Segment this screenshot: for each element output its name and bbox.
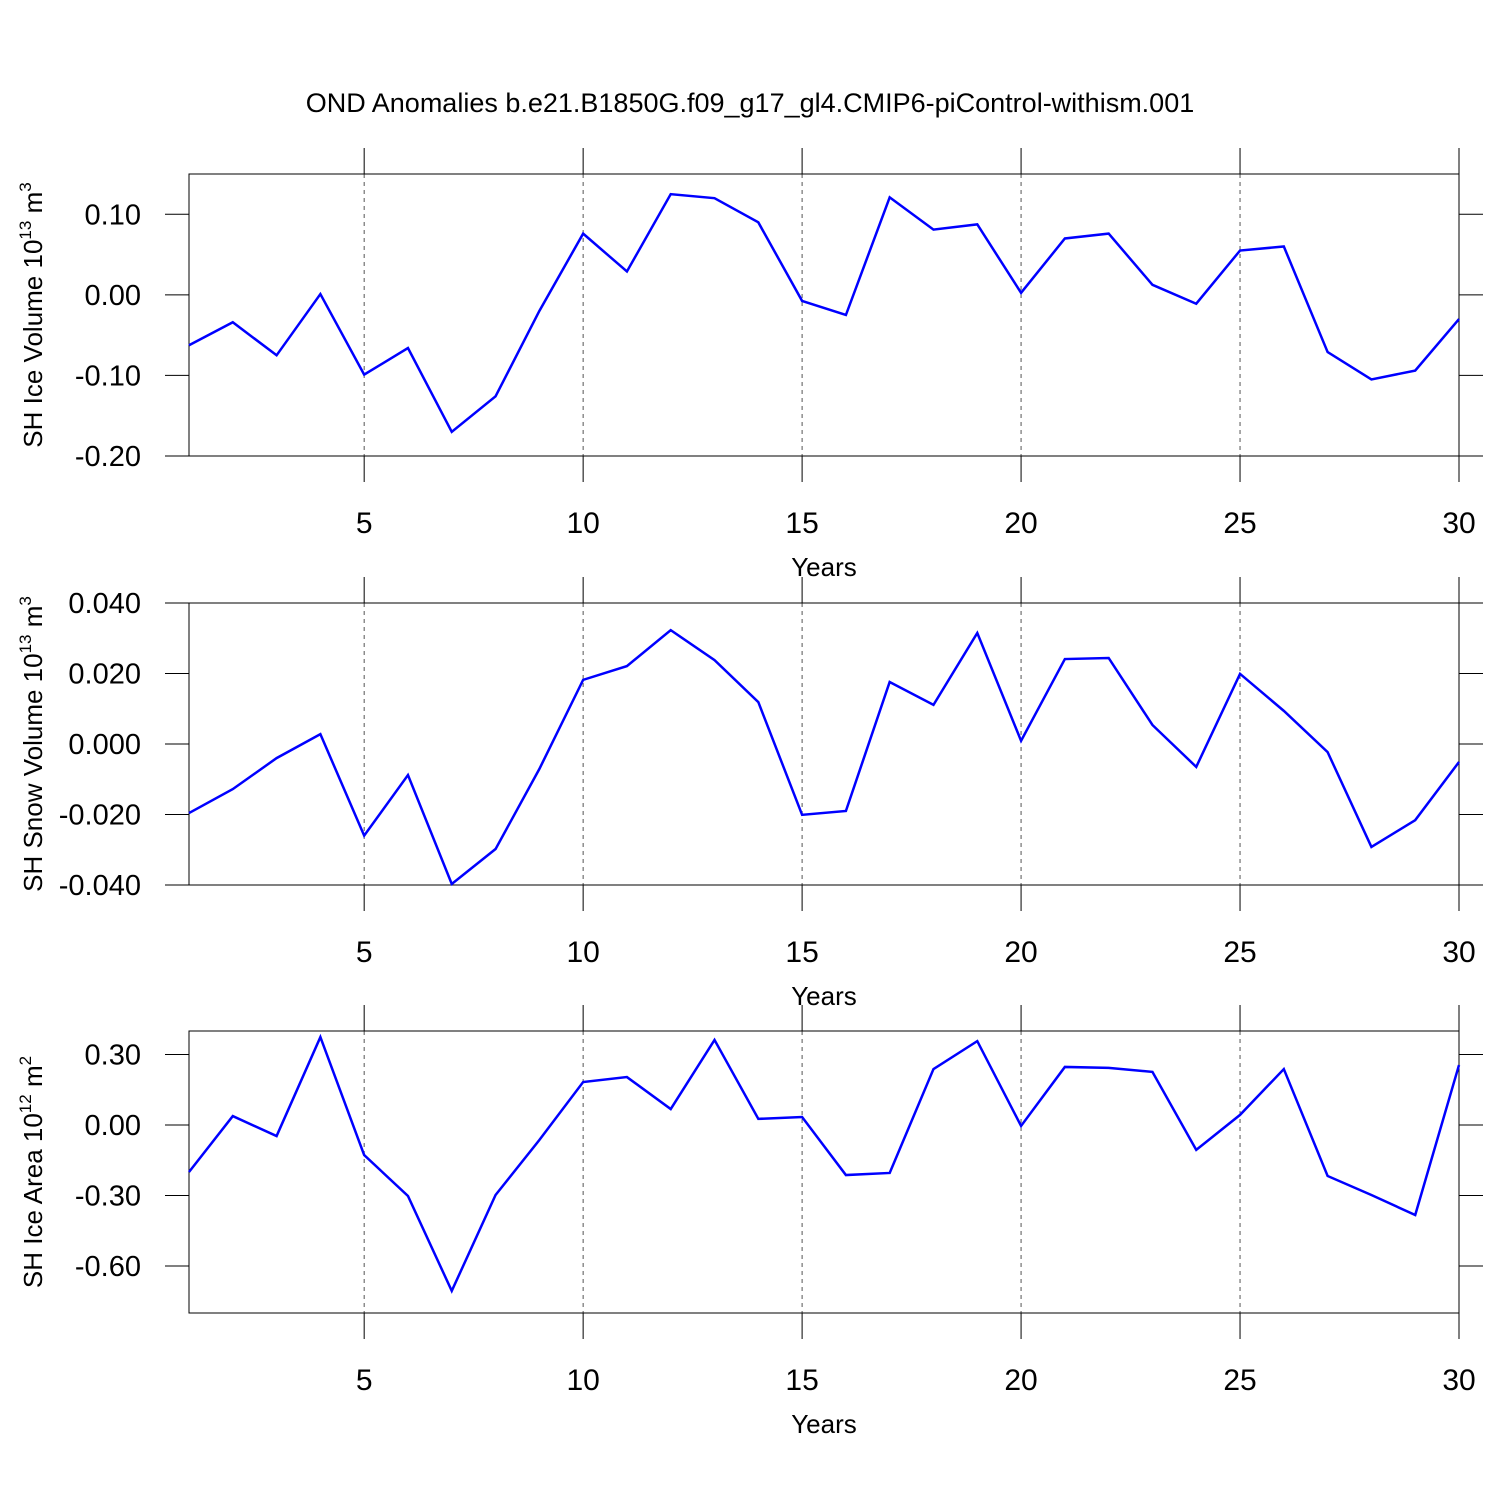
x-tick-label: 5	[356, 936, 373, 969]
label-superscript: 13	[16, 221, 35, 240]
x-tick-label: 15	[785, 507, 818, 540]
x-tick-label: 5	[356, 1364, 373, 1397]
x-tick-label: 5	[356, 507, 373, 540]
x-tick-label: 25	[1223, 507, 1256, 540]
x-axis-label: Years	[791, 981, 857, 1011]
y-tick-label: -0.10	[75, 360, 141, 392]
x-tick-label: 20	[1004, 507, 1037, 540]
label-text: SH Snow Volume 10	[18, 653, 48, 891]
y-tick-label: -0.60	[75, 1251, 141, 1283]
y-tick-label: -0.020	[59, 800, 141, 832]
x-tick-label: 10	[566, 936, 599, 969]
x-tick-label: 20	[1004, 936, 1037, 969]
x-axis-label: Years	[791, 1409, 857, 1439]
y-tick-label: 0.00	[85, 280, 141, 312]
y-tick-label: -0.040	[59, 870, 141, 902]
y-axis-label: SH Ice Area 1012 m2	[16, 1056, 48, 1288]
x-tick-label: 20	[1004, 1364, 1037, 1397]
y-tick-label: -0.20	[75, 441, 141, 473]
label-superscript: 12	[16, 1094, 35, 1113]
x-tick-label: 30	[1442, 936, 1475, 969]
plot-frame	[188, 173, 1460, 457]
figure-title: OND Anomalies b.e21.B1850G.f09_g17_gl4.C…	[306, 88, 1194, 118]
label-superscript: 2	[16, 1056, 35, 1065]
y-axis-label: SH Ice Volume 1013 m3	[16, 182, 48, 447]
x-tick-label: 15	[785, 936, 818, 969]
x-axis-label: Years	[791, 552, 857, 582]
x-tick-label: 30	[1442, 507, 1475, 540]
y-tick-label: 0.020	[68, 659, 141, 691]
label-superscript: 13	[16, 634, 35, 653]
label-text: m	[18, 606, 48, 635]
y-axis-label: SH Snow Volume 1013 m3	[16, 596, 48, 892]
x-tick-label: 25	[1223, 936, 1256, 969]
y-tick-label: 0.10	[85, 199, 141, 231]
x-tick-label: 10	[566, 1364, 599, 1397]
y-tick-label: 0.040	[68, 588, 141, 620]
y-tick-label: 0.00	[85, 1110, 141, 1142]
y-tick-label: 0.30	[85, 1040, 141, 1072]
label-text: SH Ice Area 10	[18, 1113, 48, 1288]
label-text: SH Ice Volume 10	[18, 240, 48, 448]
plot-frame	[188, 1030, 1460, 1314]
label-text: m	[18, 1065, 48, 1094]
x-tick-label: 15	[785, 1364, 818, 1397]
y-tick-label: -0.30	[75, 1181, 141, 1213]
x-tick-label: 25	[1223, 1364, 1256, 1397]
data-line	[188, 192, 1460, 434]
data-line	[188, 1033, 1461, 1294]
x-tick-label: 30	[1442, 1364, 1475, 1397]
label-superscript: 3	[16, 596, 35, 605]
label-superscript: 3	[16, 182, 35, 191]
data-line	[188, 628, 1460, 886]
x-tick-label: 10	[566, 507, 599, 540]
label-text: m	[18, 192, 48, 221]
plot-frame	[188, 602, 1460, 886]
y-tick-label: 0.000	[68, 729, 141, 761]
